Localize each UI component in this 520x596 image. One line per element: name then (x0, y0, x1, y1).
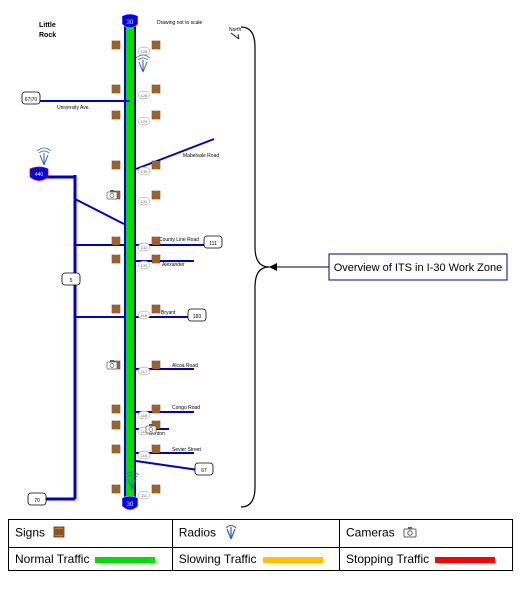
camera-icon (146, 426, 156, 433)
work-zone-diagram: Little Rock Drawing not to scale North 30 30 U… (8, 8, 515, 515)
north-label: North (229, 27, 241, 33)
exit-marker-lbl: 118 (141, 413, 148, 418)
legend-cell-radio: Radios (172, 520, 339, 548)
legend-cell-stopping: Stopping Traffic (339, 548, 512, 571)
swatch-stopping (435, 557, 495, 563)
drawing-note: Drawing not to scale (157, 20, 203, 26)
swatch-normal (95, 557, 155, 563)
callout-arrowhead (269, 263, 277, 271)
exit-marker-lbl: 116 (141, 313, 148, 318)
exit-marker-lbl: 133 (141, 263, 148, 268)
route-shield-2-lbl: 5 (70, 278, 73, 284)
side-road-label-mabelvale: Mabelvale Road (183, 153, 219, 159)
route-shield-6-lbl: 70 (34, 498, 40, 504)
legend-label: Stopping Traffic (346, 552, 429, 566)
city-label: Little (39, 22, 56, 29)
side-road-label-countyline: County Line Road (159, 237, 199, 243)
route-shield-0-lbl: 67|70 (25, 97, 38, 103)
exit-marker-lbl: 132 (141, 245, 148, 250)
legend-label: Radios (179, 526, 216, 540)
side-road-label-congo: Congo Road (172, 405, 200, 411)
exit-marker-lbl: 128 (141, 93, 148, 98)
route-shield-4-lbl: 183 (193, 314, 202, 320)
exit-marker-lbl: 131 (141, 199, 148, 204)
exit-marker-lbl: 129 (141, 119, 148, 124)
highway-rail-right (134, 23, 136, 502)
interstate-shield-bot-label: 30 (127, 502, 134, 508)
highway-normal-traffic (126, 23, 134, 502)
route-shield-1-lbl: 440 (35, 172, 44, 178)
exit-marker-lbl: 111 (141, 493, 148, 498)
north-arrow (231, 33, 239, 39)
side-road-label-university: University Ave. (57, 105, 90, 111)
camera-icon (402, 525, 418, 542)
camera-icon (107, 192, 117, 199)
exit-marker-lbl: 117 (141, 369, 148, 374)
interstate-shield-top-label: 30 (127, 20, 134, 26)
highway-rail-left (124, 23, 126, 502)
legend-cell-camera: Cameras (339, 520, 512, 548)
sign-icon (52, 525, 66, 542)
route-shield-5-lbl: 67 (201, 468, 207, 474)
swatch-slowing (263, 557, 323, 563)
side-road-label-alexander: Alexander (162, 262, 185, 268)
brace (241, 27, 269, 507)
callout-label: Overview of ITS in I-30 Work Zone (334, 262, 503, 274)
legend-cell-slowing: Slowing Traffic (172, 548, 339, 571)
radio-icon (40, 153, 48, 165)
route-shield-3-lbl: 111 (209, 241, 217, 247)
city-label-2: Rock (39, 32, 56, 39)
exit-marker-lbl: 130 (141, 169, 148, 174)
radio-icon (139, 60, 147, 72)
diag-connector (75, 199, 124, 224)
side-road-label-alcoa: Alcoa Road (172, 363, 198, 369)
side-road-label-sevier: Sevier Street (172, 447, 202, 453)
exit-marker-lbl: 114 (141, 453, 148, 458)
legend-label: Slowing Traffic (179, 552, 257, 566)
camera-icon (107, 362, 117, 369)
legend-label: Signs (15, 526, 45, 540)
legend-cell-sign: Signs (9, 520, 173, 548)
legend-table: Signs Radios Cameras Normal Traffic Slowi… (8, 519, 513, 571)
exit-marker-lbl: 126 (141, 49, 148, 54)
legend-label: Normal Traffic (15, 552, 89, 566)
side-road-label-bryant: Bryant (161, 310, 176, 316)
legend-cell-normal: Normal Traffic (9, 548, 173, 571)
radio-icon (223, 524, 239, 543)
legend-label: Cameras (346, 526, 395, 540)
